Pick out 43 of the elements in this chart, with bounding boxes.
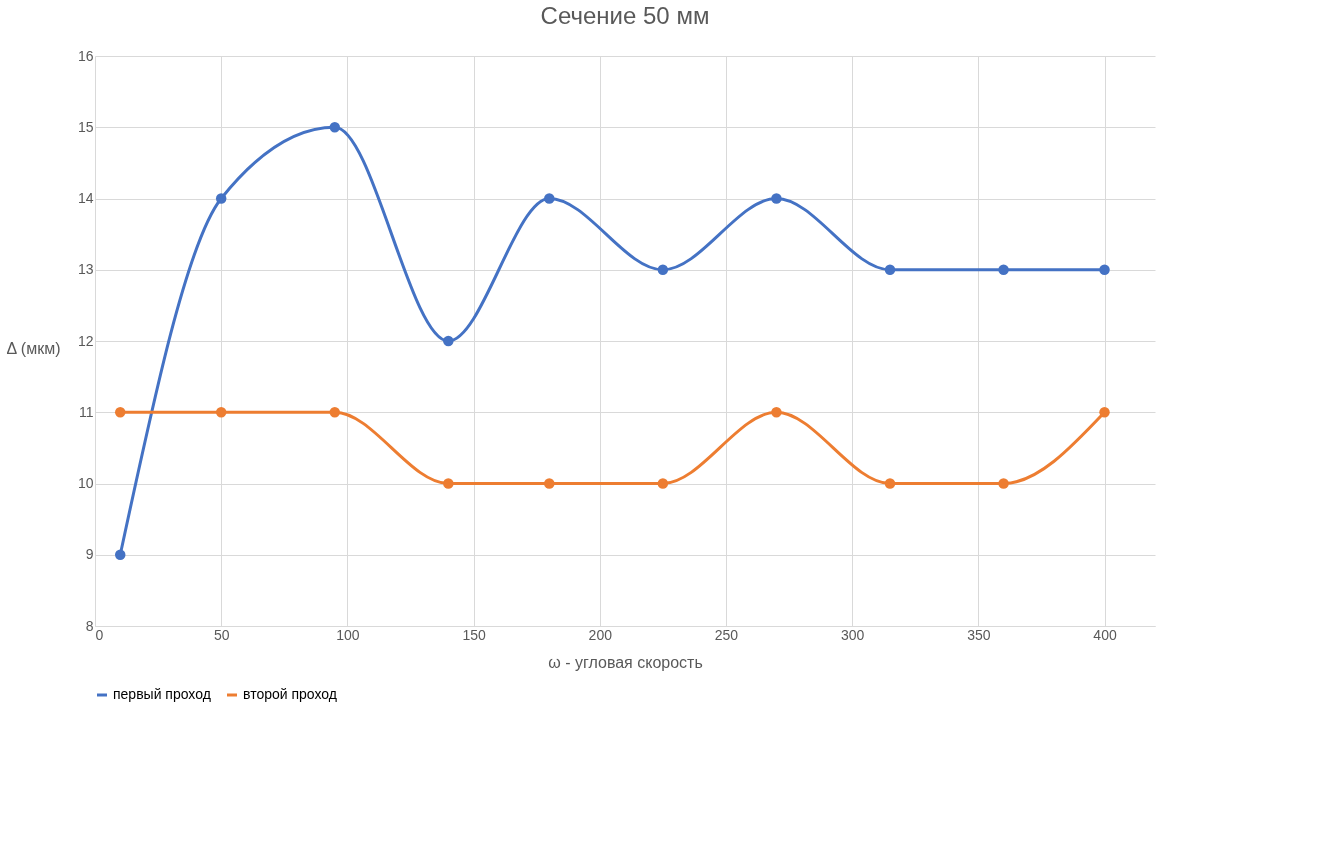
point bbox=[657, 264, 669, 275]
point bbox=[771, 193, 782, 204]
point bbox=[114, 549, 126, 560]
point bbox=[998, 478, 1009, 489]
point bbox=[544, 478, 555, 489]
y-tick-label: 15 bbox=[77, 118, 94, 135]
point bbox=[329, 122, 341, 133]
point bbox=[329, 407, 341, 418]
point bbox=[114, 407, 126, 418]
point bbox=[884, 264, 896, 275]
x-tick-label: 0 bbox=[95, 626, 104, 643]
legend-label: первый проход bbox=[113, 686, 211, 702]
y-tick-label: 16 bbox=[77, 47, 94, 64]
point bbox=[771, 407, 782, 418]
y-tick-label: 8 bbox=[85, 617, 94, 634]
x-tick-label: 50 bbox=[213, 626, 230, 643]
x-tick-label: 300 bbox=[840, 626, 865, 643]
legend-label: второй проход bbox=[243, 686, 337, 702]
x-tick-label: 100 bbox=[336, 626, 360, 643]
point bbox=[544, 193, 555, 204]
point bbox=[1099, 407, 1110, 418]
y-tick-label: 13 bbox=[77, 261, 94, 278]
y-tick-label: 10 bbox=[77, 475, 94, 491]
point bbox=[215, 193, 227, 204]
x-tick-label: 150 bbox=[462, 626, 486, 643]
x-tick-label: 350 bbox=[967, 626, 991, 643]
y-tick-label: 14 bbox=[77, 190, 94, 206]
x-tick-label: 200 bbox=[588, 626, 613, 643]
x-axis-title: ω - угловая скорость bbox=[548, 653, 703, 671]
point bbox=[998, 264, 1009, 275]
point bbox=[884, 478, 896, 489]
point bbox=[1099, 264, 1110, 275]
point bbox=[443, 335, 454, 347]
y-axis-title: Δ (мкм) bbox=[6, 339, 61, 357]
point bbox=[443, 478, 454, 489]
chart-title: Сечение 50 мм bbox=[540, 2, 710, 29]
y-tick-label: 11 bbox=[78, 403, 94, 420]
x-tick-label: 400 bbox=[1093, 626, 1117, 643]
y-tick-label: 9 bbox=[85, 546, 94, 563]
point bbox=[657, 478, 669, 489]
x-tick-label: 250 bbox=[714, 626, 739, 643]
y-tick-label: 12 bbox=[77, 332, 94, 349]
point bbox=[215, 407, 227, 418]
